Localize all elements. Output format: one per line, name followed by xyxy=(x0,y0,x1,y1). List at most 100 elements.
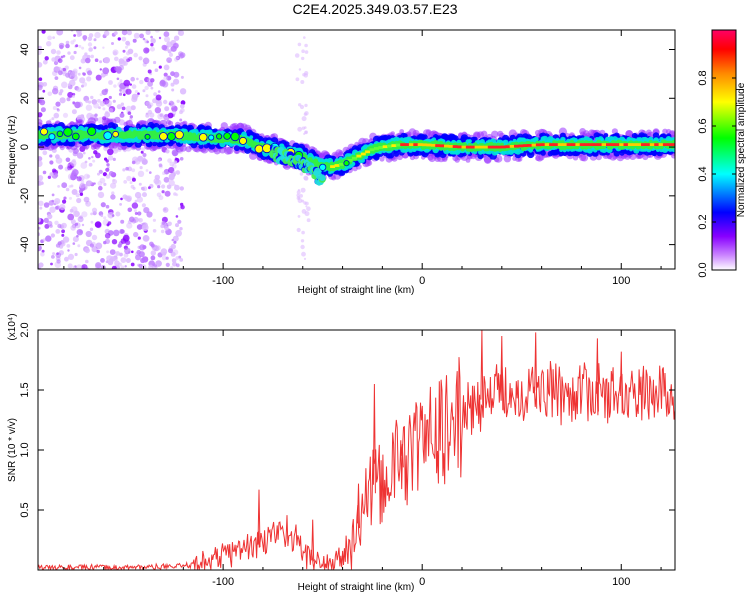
noise-speck xyxy=(306,206,311,211)
noise-speck xyxy=(77,72,81,76)
noise-speck xyxy=(85,99,89,104)
ridge-point xyxy=(220,122,228,130)
noise-speck xyxy=(87,180,93,186)
noise-speck xyxy=(115,66,122,73)
noise-speck xyxy=(136,196,143,203)
noise-speck xyxy=(38,175,44,181)
noise-speck xyxy=(156,192,162,198)
noise-speck xyxy=(54,198,61,205)
noise-speck xyxy=(108,108,114,113)
noise-speck xyxy=(107,211,115,219)
noise-speck xyxy=(161,81,169,88)
noise-speck xyxy=(65,187,70,192)
noise-speck xyxy=(38,232,41,237)
noise-speck xyxy=(150,43,154,47)
noise-speck xyxy=(175,193,179,197)
noise-speck xyxy=(170,82,175,87)
noise-speck xyxy=(49,160,54,165)
noise-speck xyxy=(47,175,52,179)
noise-speck xyxy=(172,170,177,175)
noise-speck xyxy=(159,113,164,118)
noise-speck xyxy=(90,220,94,224)
noise-speck xyxy=(114,56,119,62)
noise-speck xyxy=(139,79,144,85)
noise-speck xyxy=(125,166,129,171)
noise-speck xyxy=(161,184,166,189)
noise-speck xyxy=(141,224,149,232)
noise-speck xyxy=(72,151,78,157)
noise-speck xyxy=(169,161,175,167)
noise-speck xyxy=(172,261,177,267)
noise-speck xyxy=(123,93,126,97)
noise-speck xyxy=(149,241,154,247)
noise-speck xyxy=(54,200,59,205)
noise-speck xyxy=(163,76,169,81)
noise-speck xyxy=(62,67,66,72)
noise-speck xyxy=(84,247,91,254)
noise-speck xyxy=(107,103,112,108)
noise-speck xyxy=(180,75,184,79)
noise-speck xyxy=(162,171,166,175)
noise-speck xyxy=(80,180,85,184)
noise-speck xyxy=(126,222,133,229)
noise-speck xyxy=(104,157,108,161)
noise-speck xyxy=(42,59,48,65)
noise-speck xyxy=(303,36,306,39)
noise-speck xyxy=(157,185,161,189)
noise-speck xyxy=(99,60,103,64)
figure-title: C2E4.2025.349.03.57.E23 xyxy=(292,1,457,17)
ridge-point xyxy=(477,152,484,160)
noise-speck xyxy=(103,30,110,37)
noise-speck xyxy=(163,45,169,52)
noise-speck xyxy=(79,230,83,233)
noise-speck xyxy=(119,79,123,83)
noise-speck xyxy=(170,265,174,269)
noise-speck xyxy=(73,34,76,37)
noise-speck xyxy=(70,175,76,181)
noise-speck xyxy=(123,180,128,184)
noise-speck xyxy=(70,206,78,213)
ridge-point xyxy=(249,135,254,140)
noise-speck xyxy=(141,147,146,152)
noise-speck xyxy=(150,35,153,39)
noise-speck xyxy=(167,221,172,227)
noise-speck xyxy=(50,262,53,266)
noise-speck xyxy=(99,100,106,107)
noise-speck xyxy=(120,265,125,269)
noise-speck xyxy=(306,218,311,223)
noise-speck xyxy=(118,262,122,267)
noise-speck xyxy=(158,195,164,201)
noise-speck xyxy=(80,162,88,169)
noise-speck xyxy=(110,182,117,189)
noise-speck xyxy=(90,212,93,216)
noise-speck xyxy=(71,109,77,115)
noise-speck xyxy=(303,73,308,78)
noise-speck xyxy=(51,199,55,203)
noise-speck xyxy=(130,184,135,189)
noise-speck xyxy=(142,192,147,198)
noise-speck xyxy=(42,150,48,156)
noise-speck xyxy=(47,213,53,220)
noise-speck xyxy=(38,217,41,223)
noise-speck xyxy=(125,88,132,95)
noise-speck xyxy=(126,175,132,182)
noise-speck xyxy=(163,31,170,38)
noise-speck xyxy=(172,249,179,256)
noise-speck xyxy=(105,110,109,115)
noise-speck xyxy=(79,192,84,196)
noise-speck xyxy=(93,38,97,42)
noise-speck xyxy=(168,248,173,254)
noise-speck xyxy=(126,197,132,202)
noise-speck xyxy=(53,60,59,66)
noise-speck xyxy=(108,80,113,85)
ridge-point xyxy=(152,141,157,147)
noise-speck xyxy=(60,55,64,59)
noise-speck xyxy=(70,219,76,225)
noise-speck xyxy=(158,36,162,40)
noise-speck xyxy=(100,202,106,208)
ridge-point xyxy=(515,148,521,153)
noise-speck xyxy=(179,157,184,161)
noise-speck xyxy=(301,230,305,235)
noise-speck xyxy=(175,170,180,175)
noise-speck xyxy=(150,38,156,44)
